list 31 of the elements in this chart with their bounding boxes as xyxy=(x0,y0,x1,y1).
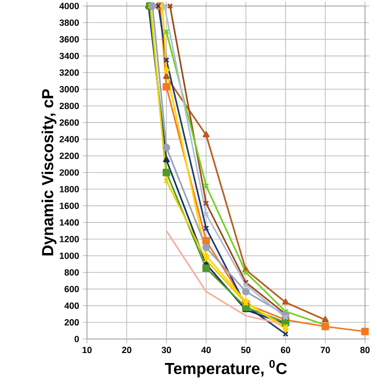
y-tick-label: 800 xyxy=(64,269,79,276)
y-tick-label: 4000 xyxy=(59,2,79,10)
x-tick-label: 30 xyxy=(162,346,172,354)
y-tick-label: 1200 xyxy=(60,236,79,242)
y-tick-label: 600 xyxy=(64,286,79,292)
y-tick-label: 3400 xyxy=(59,52,79,60)
y-tick-label: 1800 xyxy=(60,186,79,192)
x-tick-label: 50 xyxy=(241,346,250,354)
x-tick-label: 20 xyxy=(122,346,132,354)
x-tick-label: 60 xyxy=(280,346,290,354)
y-tick-label: 2800 xyxy=(60,102,79,110)
y-tick-label: 3000 xyxy=(59,86,79,92)
y-tick-label: 1600 xyxy=(60,202,79,209)
y-tick-label: 1000 xyxy=(60,252,79,259)
y-tick-label: 2000 xyxy=(60,169,79,176)
y-tick-label: 400 xyxy=(64,302,79,309)
x-tick-label: 70 xyxy=(320,346,330,354)
y-tick-label: 3600 xyxy=(59,36,79,42)
y-tick-label: 2200 xyxy=(60,152,79,160)
x-tick-label: 40 xyxy=(201,346,211,354)
x-tick-label: 80 xyxy=(360,346,370,354)
x-axis-title: Temperature, $^{0}$C xyxy=(164,360,287,378)
y-axis-title: Dynamic Viscosity, cP xyxy=(42,89,56,256)
y-tick-label: 2400 xyxy=(60,136,79,142)
y-tick-label: 2600 xyxy=(60,119,79,126)
y-tick-label: 3800 xyxy=(59,19,79,26)
x-tick-label: 10 xyxy=(82,346,92,354)
y-tick-label: 200 xyxy=(64,319,79,326)
y-tick-label: 0 xyxy=(74,336,79,342)
y-tick-label: 3200 xyxy=(59,69,79,76)
y-tick-label: 1400 xyxy=(60,219,79,226)
